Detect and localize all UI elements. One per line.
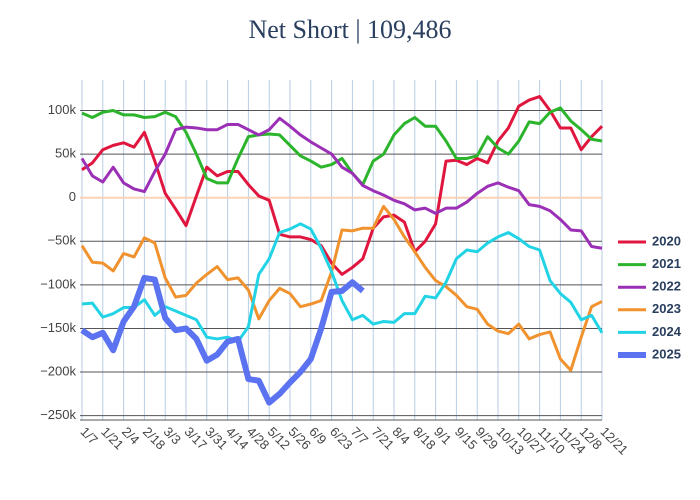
y-tick-label: 0 [69,189,76,204]
legend-label: 2024 [652,324,682,339]
series-line [81,106,603,187]
chart-title: Net Short | 109,486 [248,15,451,44]
y-tick-label: −200k [40,363,76,378]
y-tick-label: −100k [40,276,76,291]
series-line [80,116,603,250]
series-line [81,222,604,344]
legend-label: 2021 [652,256,681,271]
legend-label: 2022 [652,279,681,294]
y-tick-label: 50k [55,146,76,161]
legend-label: 2020 [652,233,681,248]
y-tick-label: 100k [48,102,77,117]
series-line [81,95,604,276]
y-tick-label: −250k [40,407,76,422]
y-tick-label: −150k [40,320,76,335]
series-line [80,274,365,406]
legend-label: 2023 [652,301,681,316]
series-line [80,204,603,372]
legend-label: 2025 [652,346,681,361]
y-tick-label: −50k [47,233,76,248]
